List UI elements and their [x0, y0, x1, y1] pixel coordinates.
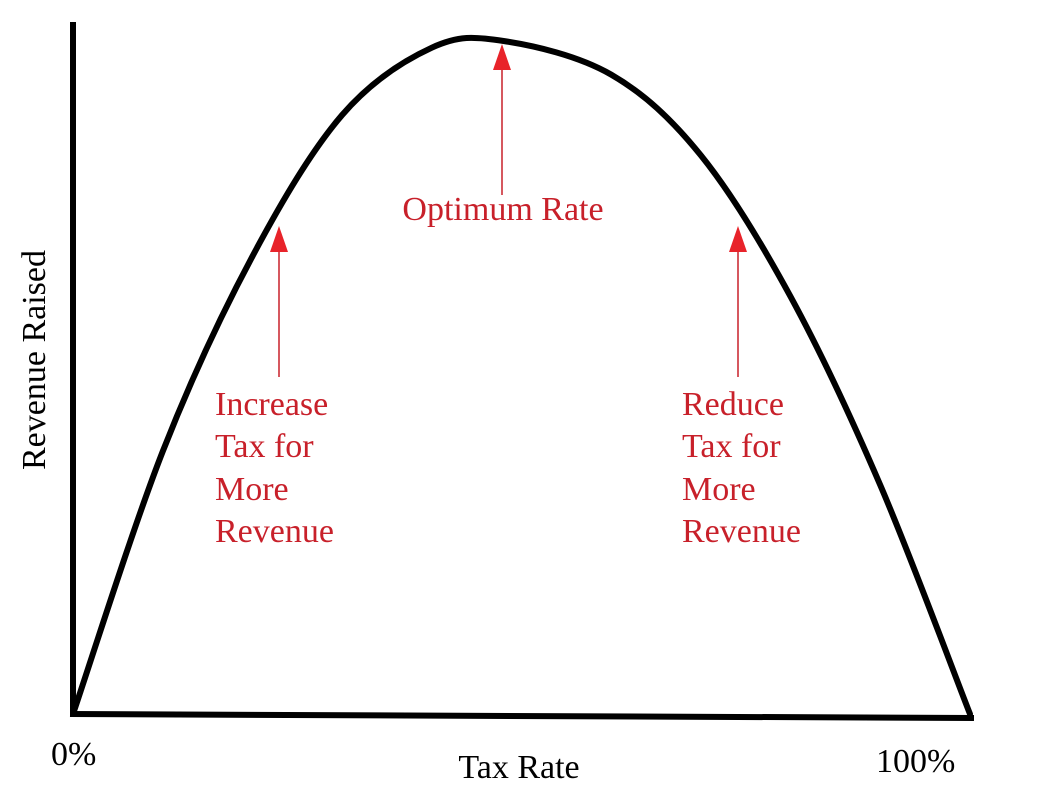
optimum-arrow	[493, 44, 511, 195]
reduce-note-line: More	[682, 471, 756, 508]
increase-note-line: Tax for	[215, 428, 314, 465]
reduce-note: Reduce Tax for More Revenue	[682, 386, 801, 550]
reduce-note-line: Revenue	[682, 513, 801, 550]
increase-note-line: Revenue	[215, 513, 334, 550]
revenue-curve	[70, 34, 973, 717]
increase-note-line: More	[215, 471, 289, 508]
x-axis-label: Tax Rate	[458, 749, 579, 786]
x-tick-label-max: 100%	[876, 743, 955, 780]
x-tick-label-min: 0%	[51, 736, 96, 773]
reduce-note-line: Tax for	[682, 428, 781, 465]
optimum-rate-label: Optimum Rate	[402, 191, 603, 228]
x-axis-line	[69, 711, 975, 721]
reduce-note-line: Reduce	[682, 386, 784, 423]
y-axis-label: Revenue Raised	[16, 250, 53, 470]
increase-note-line: Increase	[215, 386, 328, 423]
reduce-arrow	[729, 226, 747, 377]
increase-arrow	[270, 226, 288, 377]
increase-note: Increase Tax for More Revenue	[215, 386, 334, 550]
